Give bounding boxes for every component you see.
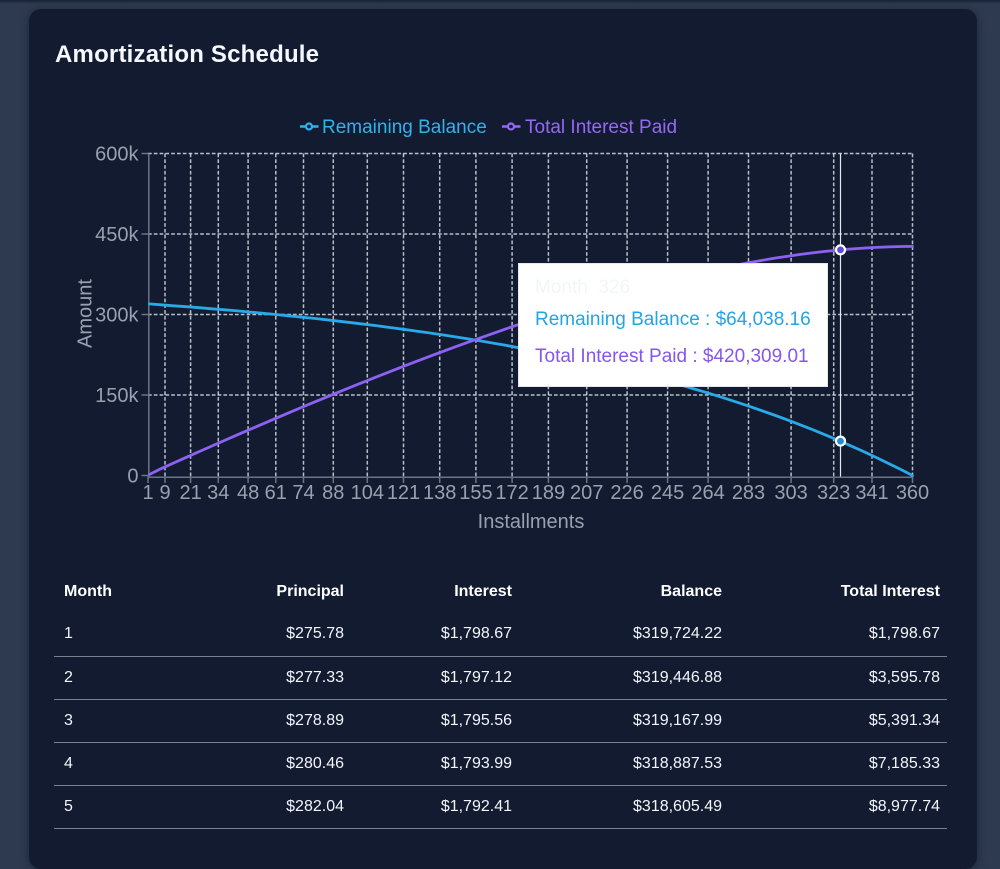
svg-text:600k: 600k: [95, 144, 139, 166]
svg-text:138: 138: [423, 482, 456, 504]
svg-text:48: 48: [237, 482, 259, 504]
svg-text:104: 104: [351, 482, 384, 504]
svg-text:Amount: Amount: [75, 279, 97, 348]
svg-text:9: 9: [159, 482, 170, 504]
svg-text:1: 1: [142, 482, 153, 504]
svg-text:Total Interest Paid: Total Interest Paid: [525, 117, 677, 138]
svg-text:341: 341: [855, 482, 888, 504]
svg-text:189: 189: [532, 482, 565, 504]
svg-text:360: 360: [896, 482, 929, 504]
svg-text:172: 172: [495, 482, 528, 504]
svg-text:21: 21: [179, 482, 201, 504]
svg-text:34: 34: [207, 482, 229, 504]
svg-text:450k: 450k: [95, 224, 139, 246]
svg-text:Installments: Installments: [478, 511, 585, 533]
svg-text:155: 155: [459, 482, 492, 504]
svg-text:61: 61: [265, 482, 287, 504]
svg-text:264: 264: [691, 482, 724, 504]
svg-text:323: 323: [817, 482, 850, 504]
svg-text:88: 88: [322, 482, 344, 504]
svg-text:Remaining Balance: Remaining Balance: [322, 117, 487, 138]
svg-text:74: 74: [292, 482, 314, 504]
svg-text:121: 121: [387, 482, 420, 504]
svg-text:303: 303: [774, 482, 807, 504]
svg-text:226: 226: [610, 482, 643, 504]
svg-text:207: 207: [570, 482, 603, 504]
svg-text:300k: 300k: [95, 305, 139, 327]
svg-text:283: 283: [732, 482, 765, 504]
svg-text:0: 0: [127, 466, 138, 488]
svg-text:245: 245: [651, 482, 684, 504]
svg-text:150k: 150k: [95, 385, 139, 407]
